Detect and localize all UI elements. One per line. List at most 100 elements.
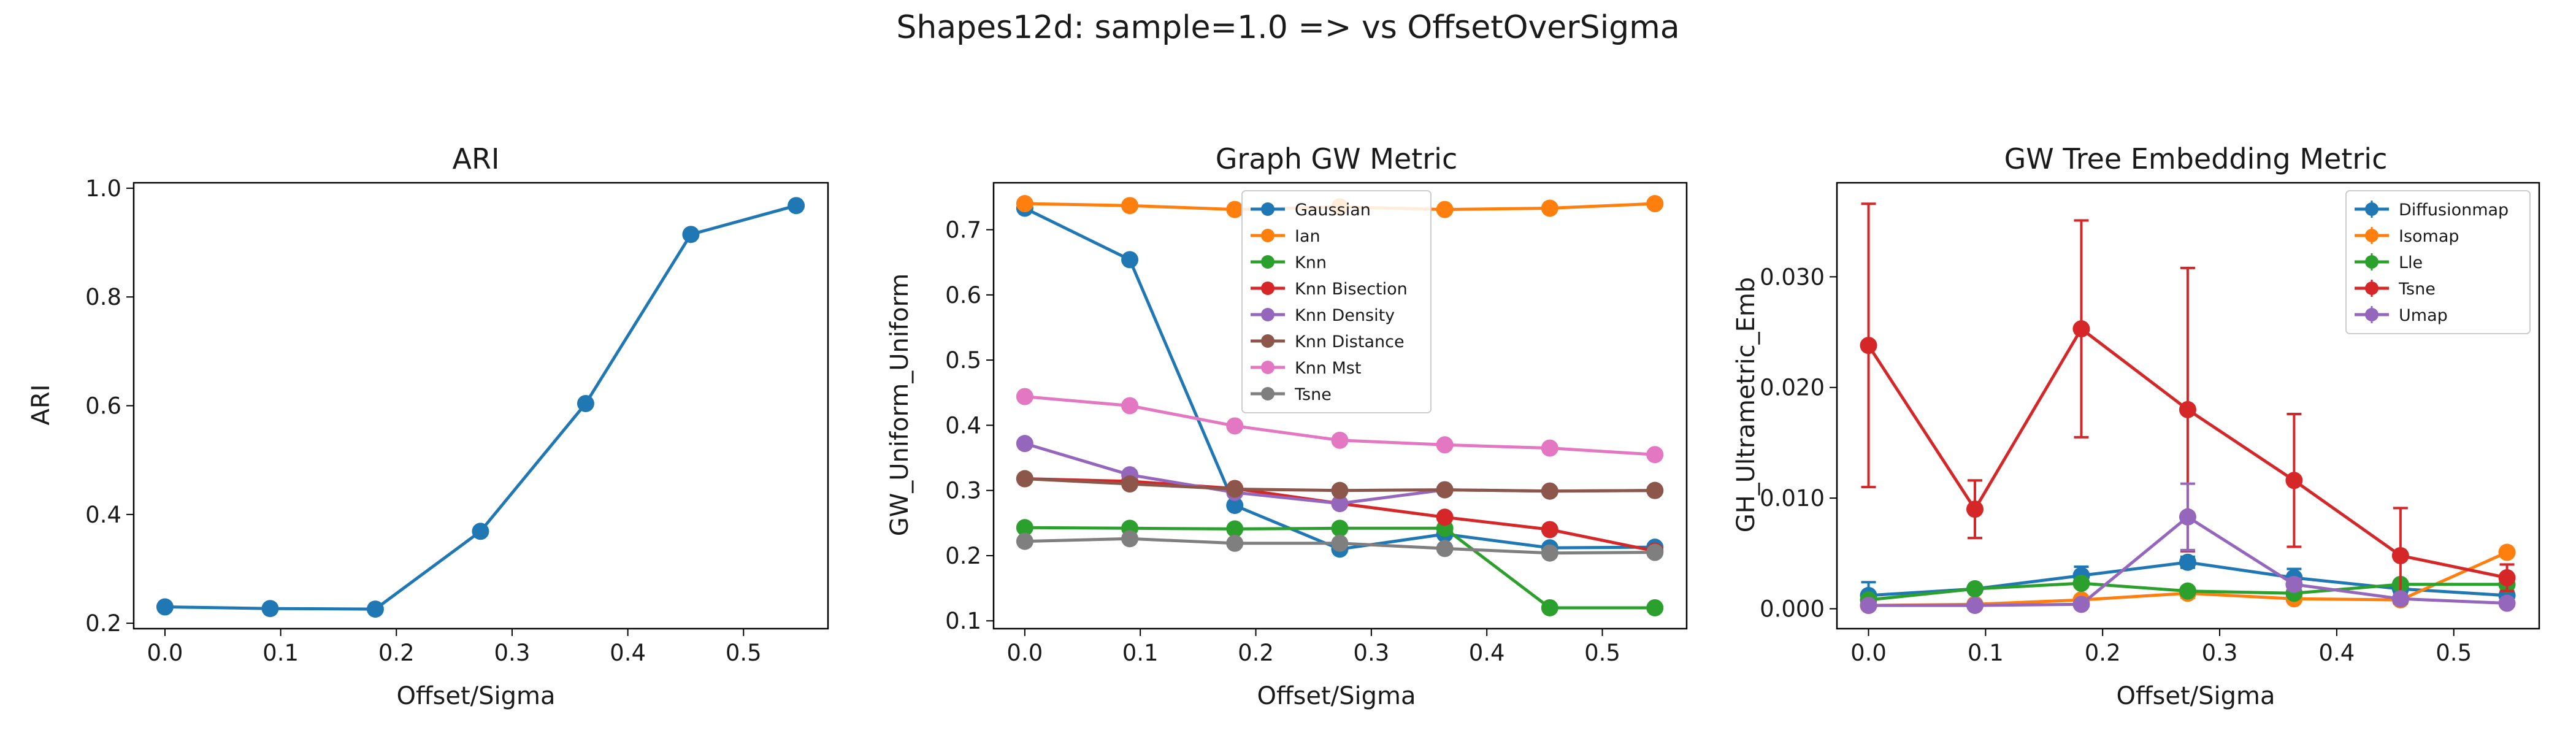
panel-ari: ARI Offset/Sigma ARI 0.0 0.1 0.2 0.3 0.4 0.5 0… xyxy=(27,142,829,710)
x-tick-label: 0.3 xyxy=(1353,640,1389,666)
panel-gw-tree-embedding-metric: GW Tree Embedding Metric Offset/Sigma GH… xyxy=(1732,142,2540,710)
data-point xyxy=(1646,599,1664,616)
y-tick-label: 1.0 xyxy=(85,175,121,202)
y-tick-label: 0.020 xyxy=(1760,375,1825,401)
legend-swatch-marker xyxy=(1261,334,1275,348)
data-point xyxy=(1966,597,1984,615)
data-point xyxy=(1860,597,1877,615)
legend-swatch-marker xyxy=(1261,282,1275,295)
data-point xyxy=(1541,439,1558,457)
data-point xyxy=(1016,435,1033,453)
legend-entry: Knn Bisection xyxy=(1251,280,1408,299)
data-point xyxy=(1966,580,1984,598)
panel-title: ARI xyxy=(453,142,500,175)
legend-label: Knn Density xyxy=(1295,306,1395,325)
y-tick-label: 0.030 xyxy=(1760,264,1825,290)
legend-entry: Knn Mst xyxy=(1251,359,1361,378)
y-axis-label: ARI xyxy=(27,385,55,426)
data-point xyxy=(366,600,384,618)
data-point xyxy=(1226,520,1244,538)
data-point xyxy=(1646,481,1664,499)
data-point xyxy=(1860,337,1877,355)
x-tick-label: 0.5 xyxy=(726,640,762,666)
legend-swatch-marker xyxy=(1261,229,1275,242)
x-tick-label: 0.3 xyxy=(494,640,531,666)
figure-title: Shapes12d: sample=1.0 => vs OffsetOverSi… xyxy=(896,9,1679,46)
x-tick-label: 0.2 xyxy=(1238,640,1274,666)
data-point xyxy=(2072,575,2090,592)
legend: Diffusionmap Isomap Lle Tsne Umap xyxy=(2345,190,2531,334)
data-point xyxy=(2285,472,2303,489)
legend-swatch-marker xyxy=(2365,229,2379,242)
data-point xyxy=(1541,521,1558,539)
series-main xyxy=(156,197,805,618)
y-axis-label: GH_Ultrametric_Emb xyxy=(1732,277,1760,533)
x-tick-label: 0.4 xyxy=(1469,640,1505,666)
x-tick-label: 0.5 xyxy=(1584,640,1620,666)
legend-box xyxy=(1241,190,1432,413)
y-tick-label: 0.8 xyxy=(85,284,121,310)
legend-label: Tsne xyxy=(1294,385,1332,404)
data-point xyxy=(1436,481,1454,499)
x-axis-label: Offset/Sigma xyxy=(396,682,555,710)
y-tick-label: 0.2 xyxy=(945,543,981,569)
legend-label: Isomap xyxy=(2399,227,2459,246)
legend-swatch-marker xyxy=(1261,255,1275,269)
legend-entry: Isomap xyxy=(2355,227,2459,246)
legend-label: Knn Bisection xyxy=(1295,280,1408,299)
data-point xyxy=(1226,534,1244,552)
legend-label: Knn Distance xyxy=(1295,332,1405,351)
data-point xyxy=(2498,569,2516,587)
x-tick-label: 0.5 xyxy=(2436,640,2472,666)
panel-title: GW Tree Embedding Metric xyxy=(2004,142,2388,175)
data-point xyxy=(1436,508,1454,526)
data-point xyxy=(261,600,279,618)
y-axis-label: GW_Uniform_Uniform xyxy=(886,274,914,537)
legend-entry: Umap xyxy=(2355,306,2448,325)
axes-frame xyxy=(992,182,1688,630)
series-tsne xyxy=(1860,202,2516,605)
data-point xyxy=(788,197,805,215)
series-umap xyxy=(1860,482,2516,615)
data-point xyxy=(2179,582,2196,600)
data-point xyxy=(1121,530,1139,548)
data-point xyxy=(1436,436,1454,454)
y-tick-label: 0.3 xyxy=(945,478,981,504)
data-point xyxy=(1121,397,1139,415)
legend-swatch-marker xyxy=(2365,308,2379,321)
legend-swatch-marker xyxy=(1261,361,1275,374)
data-point xyxy=(577,394,594,412)
x-tick-label: 0.0 xyxy=(1850,640,1887,666)
data-point xyxy=(1016,195,1033,213)
data-point xyxy=(156,598,174,616)
y-tick-label: 0.4 xyxy=(945,412,981,439)
data-point xyxy=(1121,197,1139,215)
x-tick-label: 0.4 xyxy=(2318,640,2355,666)
legend-label: Gaussian xyxy=(1295,201,1371,220)
y-tick-label: 0.010 xyxy=(1760,485,1825,512)
legend-swatch-marker xyxy=(1261,308,1275,321)
y-tick-label: 0.5 xyxy=(945,347,981,374)
data-point xyxy=(1541,482,1558,500)
series-knn-distance xyxy=(1016,470,1664,500)
legend-swatch-marker xyxy=(2365,202,2379,216)
legend-box xyxy=(2345,190,2531,334)
legend-entry: Ian xyxy=(1251,227,1321,246)
data-point xyxy=(1121,475,1139,493)
y-tick-label: 0.1 xyxy=(945,608,981,634)
y-tick-label: 0.2 xyxy=(85,610,121,637)
series-line xyxy=(164,204,797,611)
x-tick-label: 0.2 xyxy=(2085,640,2121,666)
axes-frame xyxy=(1836,182,2540,630)
data-point xyxy=(1541,599,1558,616)
legend-entry: Knn Distance xyxy=(1251,332,1405,351)
legend-label: Lle xyxy=(2399,253,2423,272)
data-point xyxy=(1016,519,1033,537)
legend-entry: Gaussian xyxy=(1251,201,1371,220)
data-point xyxy=(1646,446,1664,464)
data-point xyxy=(2498,594,2516,612)
data-point xyxy=(1436,201,1454,218)
series-tsne xyxy=(1016,530,1664,562)
data-point xyxy=(1436,540,1454,558)
legend-entry: Tsne xyxy=(2355,280,2436,299)
